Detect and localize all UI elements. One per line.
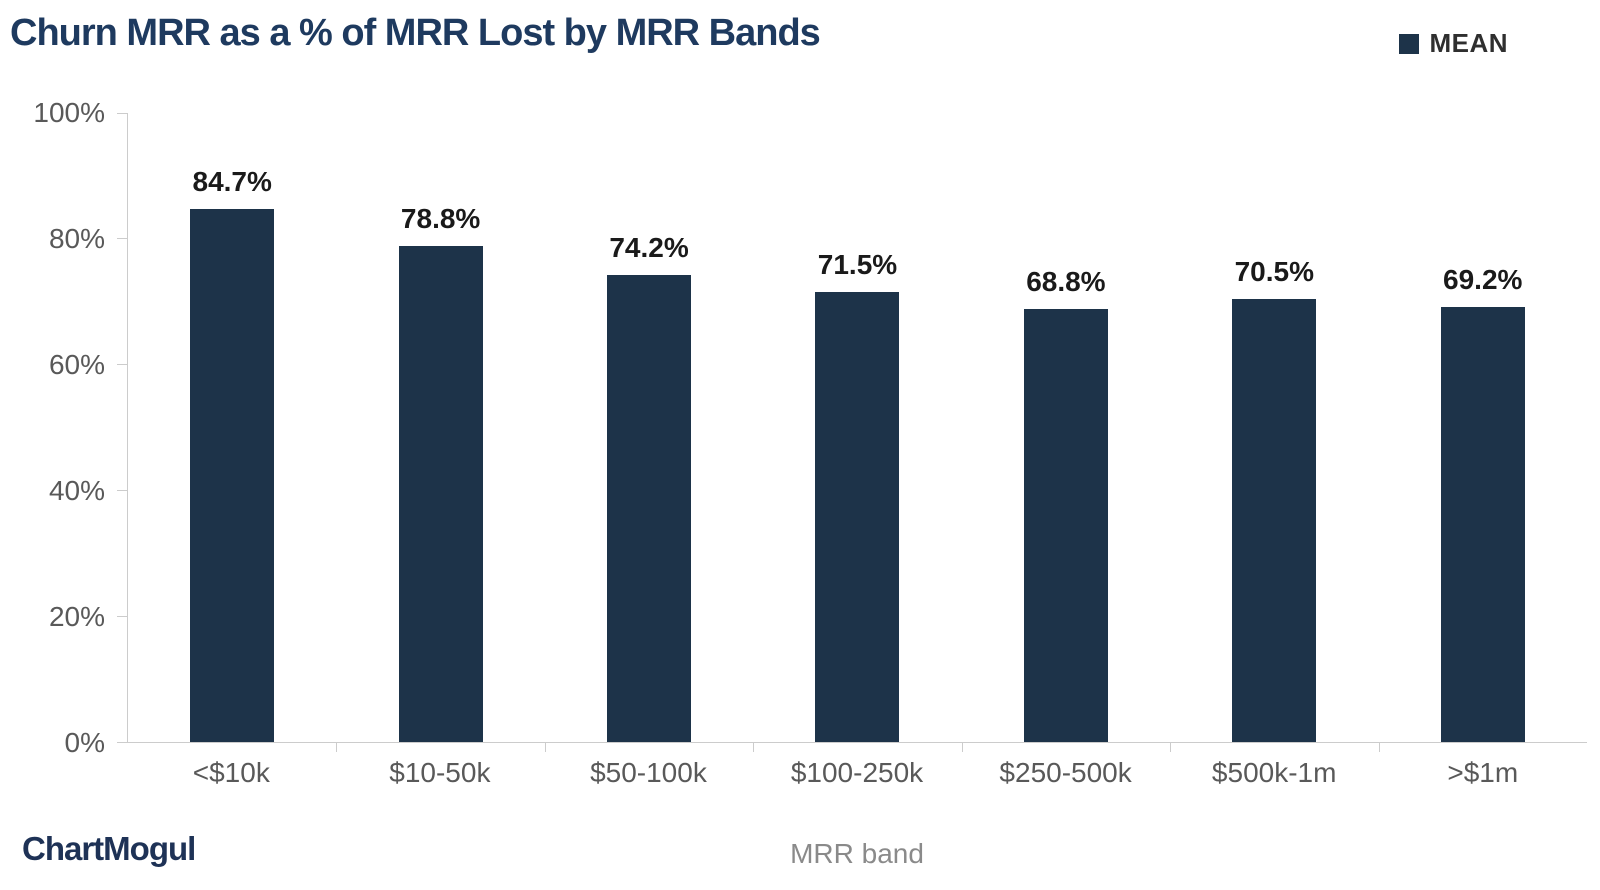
bar-column: 69.2% <box>1379 113 1587 742</box>
bar-value-label: 71.5% <box>817 249 898 281</box>
y-tick-label: 40% <box>48 475 105 506</box>
bar <box>815 292 900 742</box>
x-tick-mark <box>1378 742 1380 752</box>
y-tick-mark <box>117 741 127 743</box>
bar-value-label: 70.5% <box>1234 255 1315 287</box>
y-tick-label: 0% <box>64 727 105 758</box>
y-tick-mark <box>117 238 127 240</box>
bar-column: 68.8% <box>962 113 1170 742</box>
bar-column: 71.5% <box>753 113 961 742</box>
y-tick-mark <box>117 364 127 366</box>
x-tick-label: $10-50k <box>389 757 491 788</box>
y-tick-mark <box>117 489 127 491</box>
legend-item-mean[interactable]: MEAN <box>1399 28 1508 59</box>
x-axis-labels: <$10k $10-50k $50-100k $100-250k $250-500k $5… <box>127 757 1587 789</box>
x-axis-title: MRR band <box>790 838 924 869</box>
x-tick-label: $100-250k <box>790 757 924 788</box>
bar-value-label: 74.2% <box>609 232 689 264</box>
y-axis: 0% 20% 40% 60% 80% 100% <box>0 99 105 757</box>
bar <box>1440 306 1525 742</box>
bar <box>190 209 275 742</box>
plot-area: 84.7% 78.8% 74.2% 71.5% 68.8% 70.5% 69.2% <box>117 112 1587 752</box>
x-tick-label: $500k-1m <box>1211 757 1337 788</box>
legend-swatch-icon <box>1399 33 1420 54</box>
y-tick-label: 20% <box>48 601 105 632</box>
bar-column: 84.7% <box>128 113 336 742</box>
x-tick-mark <box>1170 742 1172 752</box>
bar <box>398 246 483 742</box>
bar <box>607 275 692 742</box>
bar <box>1023 309 1108 742</box>
bar-value-label: 69.2% <box>1443 263 1523 295</box>
y-tick-mark <box>117 615 127 617</box>
y-tick-label: 100% <box>33 97 105 128</box>
y-tick-mark <box>117 112 127 114</box>
legend-label: MEAN <box>1429 28 1508 58</box>
x-tick-mark <box>336 742 338 752</box>
bar-value-label: 84.7% <box>192 166 272 198</box>
bar-value-label: 68.8% <box>1026 266 1106 298</box>
x-tick-label: $250-500k <box>999 757 1132 788</box>
x-tick-mark <box>544 742 546 752</box>
x-tick-label: >$1m <box>1447 757 1519 788</box>
x-tick-mark <box>753 742 755 752</box>
y-tick-label: 80% <box>48 223 105 254</box>
x-tick-label: <$10k <box>192 757 270 788</box>
bar-column: 74.2% <box>545 113 753 742</box>
bar-column: 70.5% <box>1170 113 1378 742</box>
bar-value-label: 78.8% <box>400 203 481 235</box>
x-tick-mark <box>961 742 963 752</box>
bar-column: 78.8% <box>336 113 544 742</box>
brand-logo: ChartMogul <box>22 830 196 867</box>
x-tick-label: $50-100k <box>590 757 707 788</box>
bar <box>1232 298 1317 742</box>
y-tick-label: 60% <box>48 349 105 380</box>
chart-title: Churn MRR as a % of MRR Lost by MRR Band… <box>10 12 821 54</box>
